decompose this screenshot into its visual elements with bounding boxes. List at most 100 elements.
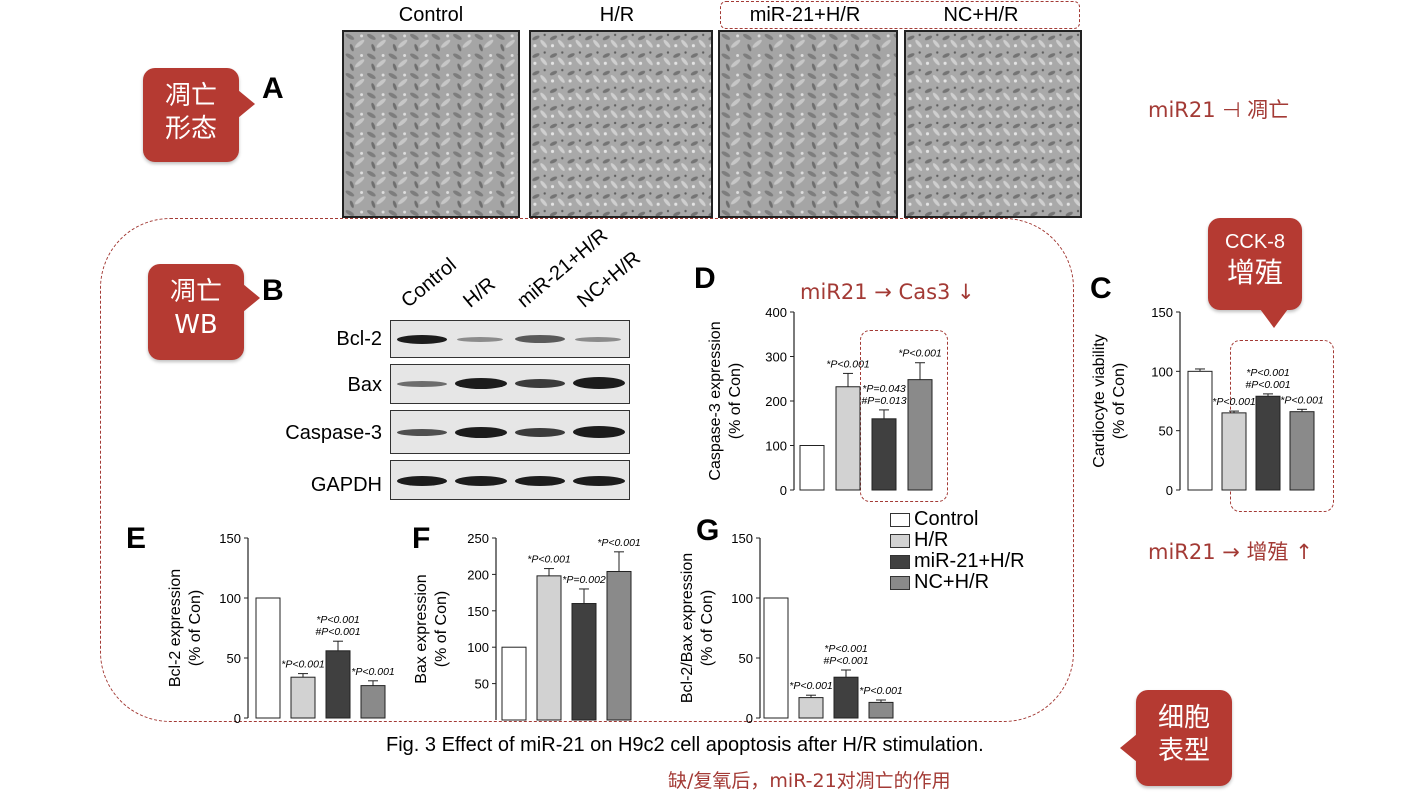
bar-annotation: *P<0.001: [1212, 396, 1256, 408]
y-tick-label: 400: [765, 305, 787, 320]
y-axis-label: (% of Con): [433, 591, 450, 667]
blot-band: [397, 429, 447, 436]
blot-band: [573, 377, 625, 389]
micrograph-label: NC+H/R: [943, 4, 1019, 26]
bar-control: [255, 597, 281, 719]
bar-mir-21-h-r: [833, 676, 859, 719]
bar-annotation: *P<0.001: [898, 348, 942, 360]
blot-band: [397, 335, 447, 344]
bar-control: [763, 597, 789, 719]
bar-nc-h-r: [907, 379, 933, 491]
bar-nc-h-r: [1289, 411, 1315, 491]
bar-control: [799, 445, 825, 491]
callout-apoptosis-morphology: 凋亡 形态: [143, 68, 255, 162]
blot-band: [455, 378, 507, 389]
cell-texture: [531, 32, 711, 216]
panel-label-g: G: [696, 514, 720, 547]
bar-nc-h-r: [360, 685, 386, 719]
cell-texture: [344, 32, 518, 216]
chart-bcl2: 0 50 100 150 Bcl-2 expression (% of Con) *P<0.…: [167, 531, 395, 726]
panel-label-c: C: [1090, 272, 1112, 305]
bar-annotation: #P<0.001: [823, 655, 868, 667]
cell-texture: [720, 32, 896, 216]
callout-apoptosis-wb: 凋亡 WB: [148, 264, 260, 360]
blot-row-label: Bcl-2: [336, 328, 382, 350]
bar-annotation: *P<0.001: [1246, 367, 1290, 379]
callout-cell-phenotype: 细胞 表型: [1120, 690, 1232, 786]
bar-control: [1187, 370, 1213, 491]
legend-label: miR-21+H/R: [914, 550, 1025, 572]
y-tick-label: 150: [467, 604, 489, 619]
figure-subcaption: 缺/复氧后，miR-21对凋亡的作用: [668, 770, 951, 792]
blot-row-label: GAPDH: [310, 474, 382, 496]
y-tick-label: 50: [227, 651, 241, 666]
callout-line: 表型: [1157, 735, 1210, 766]
legend-swatch: [890, 554, 910, 569]
callout-line: 凋亡: [164, 81, 217, 111]
legend-label: Control: [914, 508, 979, 530]
blot-strip-bcl2: [390, 320, 630, 358]
blot-band: [573, 476, 625, 486]
note-mir21-cas3: miR21 → Cas3 ↓: [800, 280, 975, 304]
cell-texture: [906, 32, 1080, 216]
bar-annotation: *P<0.001: [789, 680, 833, 692]
bar-mir-21-h-r: [325, 650, 351, 719]
micrograph-mir21-hr: [718, 30, 898, 218]
micrograph-label: miR-21+H/R: [749, 4, 861, 26]
y-tick-label: 200: [467, 567, 489, 582]
y-tick-label: 300: [765, 350, 787, 365]
note-mir21-inhibits-apoptosis: miR21 ⊣ 凋亡: [1148, 98, 1290, 122]
y-axis-label: Bcl-2/Bax expression: [679, 553, 696, 703]
callout-cck8-proliferation: CCK-8 增殖: [1208, 218, 1302, 328]
legend-swatch: [890, 575, 910, 590]
y-tick-label: 100: [219, 591, 241, 606]
bar-annotation: *P<0.001: [316, 614, 360, 626]
bar-mir-21-h-r: [871, 418, 897, 491]
blot-band: [397, 381, 447, 387]
bar-annotation: *P<0.001: [597, 537, 641, 549]
bar-h-r: [1221, 412, 1247, 491]
y-tick-label: 150: [219, 531, 241, 546]
y-tick-label: 0: [780, 483, 787, 498]
bar-annotation: *P<0.001: [826, 358, 870, 370]
micrograph-group-highlight: [720, 1, 1080, 29]
apoptosis-region-outline: [100, 218, 1074, 722]
bar-annotation: *P=0.002: [562, 574, 606, 586]
y-axis-label: (% of Con): [727, 363, 744, 439]
bar-annotation: *P<0.001: [1280, 394, 1324, 406]
y-tick-label: 150: [1151, 305, 1173, 320]
bar-annotation: #P<0.001: [1245, 379, 1290, 391]
y-tick-label: 100: [765, 439, 787, 454]
y-axis-label: Caspase-3 expression: [707, 321, 724, 480]
y-tick-label: 0: [746, 711, 753, 726]
bar-h-r: [536, 575, 562, 721]
bar-h-r: [835, 386, 861, 491]
chart-bax: 50 100 150 200 250 Bax expression (% of Con) *P…: [413, 531, 641, 721]
panel-label-a: A: [262, 72, 284, 105]
legend-item: Control: [890, 508, 1025, 530]
callout-line: WB: [174, 309, 218, 340]
blot-band: [397, 476, 447, 486]
y-axis-label: Bcl-2 expression: [167, 569, 184, 687]
panel-label-f: F: [412, 522, 431, 555]
y-tick-label: 50: [1159, 424, 1173, 439]
bar-nc-h-r: [868, 701, 894, 719]
note-mir21-proliferation: miR21 → 增殖 ↑: [1148, 540, 1313, 564]
y-tick-label: 250: [467, 531, 489, 546]
y-tick-label: 100: [731, 591, 753, 606]
bar-annotation: *P<0.001: [859, 685, 903, 697]
blot-band: [515, 476, 565, 486]
blot-band: [455, 476, 507, 486]
y-tick-label: 100: [467, 640, 489, 655]
bar-annotation: *P<0.001: [281, 659, 325, 671]
micrograph-hr: [529, 30, 713, 218]
chart-legend: Control H/R miR-21+H/R NC+H/R: [890, 508, 1025, 593]
bar-annotation: #P=0.013: [861, 395, 906, 407]
panel-label-e: E: [126, 522, 147, 555]
callout-line: 细胞: [1157, 703, 1210, 733]
chart-cardiocyte-viability: 0 50 100 150 Cardiocyte viability (% of Con) *…: [1091, 305, 1324, 498]
bar-annotation: *P<0.001: [824, 643, 868, 655]
panel-label-d: D: [694, 262, 716, 295]
bar-annotation: *P<0.001: [351, 666, 395, 678]
bar-h-r: [290, 676, 316, 719]
